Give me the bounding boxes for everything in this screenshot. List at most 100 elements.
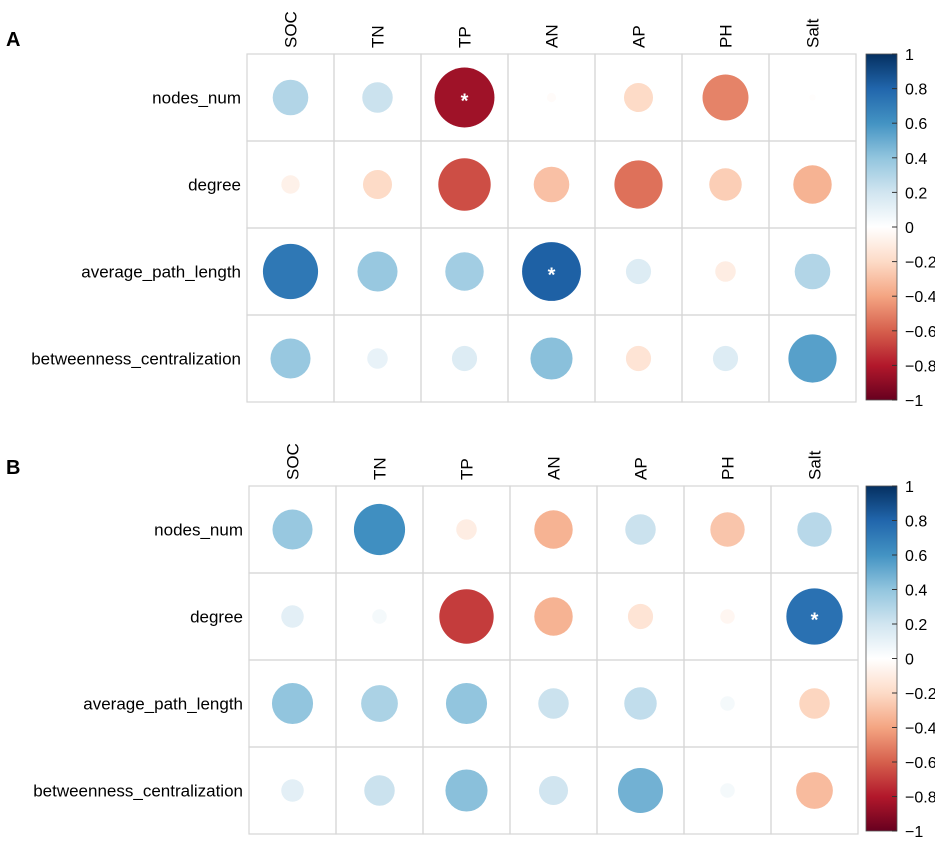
colorbar-tick-label: −0.8 [905, 358, 935, 375]
row-label: average_path_length [83, 695, 243, 714]
significance-mark: * [811, 610, 819, 632]
correlation-circle [715, 261, 736, 282]
colorbar-tick-label: 0 [905, 652, 914, 669]
correlation-circle [624, 687, 657, 720]
colorbar-tick-label: −0.6 [905, 324, 935, 341]
correlation-circle [617, 767, 664, 814]
column-label: TN [369, 25, 388, 48]
significance-mark: * [548, 265, 556, 287]
correlation-circle [533, 166, 570, 203]
correlation-circle [451, 345, 478, 372]
colorbar-tick-label: −0.4 [905, 721, 935, 738]
correlation-circle [625, 258, 652, 285]
correlation-circle [445, 682, 488, 725]
colorbar-tick-label: 0.6 [905, 116, 927, 133]
panel-label-b: B [6, 457, 20, 479]
correlation-circle [709, 168, 742, 201]
correlation-circle [530, 337, 573, 380]
correlation-circle [710, 512, 745, 547]
colorbar-gradient [865, 53, 898, 401]
colorbar-gradient [865, 485, 898, 832]
correlation-circle [434, 67, 495, 128]
correlation-circle [281, 779, 304, 802]
colorbar-tick-label: −0.8 [905, 790, 935, 807]
correlation-circle [361, 685, 398, 722]
correlation-circle [534, 597, 573, 636]
column-label: PH [719, 456, 738, 480]
colorbar-tick-label: 0.4 [905, 583, 927, 600]
correlation-circle [262, 243, 319, 300]
row-label: betweenness_centralization [31, 350, 241, 369]
colorbar-tick-label: −0.4 [905, 289, 935, 306]
correlation-circle [281, 175, 300, 194]
correlation-circle [786, 588, 843, 645]
row-label: average_path_length [81, 263, 241, 282]
colorbar-tick-label: 0 [905, 220, 914, 237]
colorbar-tick-label: −0.2 [905, 686, 935, 703]
colorbar-tick-label: −1 [905, 393, 923, 410]
correlation-circle [794, 253, 831, 290]
correlation-circle [614, 160, 663, 209]
correlation-circle [546, 92, 557, 103]
correlation-circle [372, 609, 387, 624]
correlation-circle [627, 603, 654, 630]
correlation-circle [534, 510, 573, 549]
correlation-circle [271, 682, 314, 725]
correlation-circle [623, 82, 654, 113]
colorbar-tick-label: 0.6 [905, 548, 927, 565]
colorbar-tick-label: 0.2 [905, 617, 927, 634]
correlation-circle [720, 696, 735, 711]
correlation-circle [364, 775, 395, 806]
colorbar-tick-label: 0.2 [905, 185, 927, 202]
correlation-circle [522, 242, 581, 301]
column-label: SOC [282, 11, 301, 48]
colorbar-tick-label: 0.8 [905, 82, 927, 99]
column-label: AN [545, 456, 564, 480]
correlation-circle [272, 509, 313, 550]
grid [246, 53, 857, 403]
row-label: nodes_num [152, 89, 241, 108]
correlation-circle [720, 609, 735, 624]
correlation-circle [712, 345, 739, 372]
correlation-circle [439, 589, 494, 644]
correlation-circle [702, 74, 749, 121]
column-label: Salt [806, 450, 825, 480]
correlation-circle [625, 514, 656, 545]
correlation-circle [445, 252, 484, 291]
correlation-circle [720, 783, 735, 798]
correlation-circle [281, 605, 304, 628]
correlation-circle [796, 772, 833, 809]
column-label: SOC [284, 443, 303, 480]
correlation-circle [788, 334, 837, 383]
column-label: Salt [804, 18, 823, 48]
colorbar: 1 0.8 0.6 0.4 0.2 0 −0.2 −0.4 −0.6 −0.8 −1 [865, 47, 935, 410]
colorbar-tick-label: 1 [905, 47, 914, 64]
correlation-circle [538, 775, 569, 806]
correlation-circle [438, 158, 491, 211]
correlation-circle [357, 251, 398, 292]
column-label: AP [632, 457, 651, 480]
significance-mark: * [461, 91, 469, 113]
correlation-circle [809, 94, 816, 101]
column-label: PH [717, 24, 736, 48]
colorbar-tick-label: −1 [905, 824, 923, 841]
correlation-circle [362, 169, 393, 200]
grid-cell [770, 746, 859, 835]
row-label: nodes_num [154, 521, 243, 540]
colorbar-tick-label: 1 [905, 479, 914, 496]
colorbar-tick-label: −0.6 [905, 755, 935, 772]
grid [248, 485, 859, 835]
colorbar: 1 0.8 0.6 0.4 0.2 0 −0.2 −0.4 −0.6 −0.8 −1 [865, 479, 935, 841]
colorbar-tick-label: −0.2 [905, 255, 935, 272]
correlation-circle [797, 512, 832, 547]
panel-label-a: A [6, 29, 20, 51]
column-label: TP [456, 26, 475, 48]
correlation-circle [538, 688, 569, 719]
column-label: TP [458, 458, 477, 480]
correlation-circle [799, 688, 830, 719]
row-label: betweenness_centralization [33, 782, 243, 801]
row-label: degree [190, 608, 243, 627]
